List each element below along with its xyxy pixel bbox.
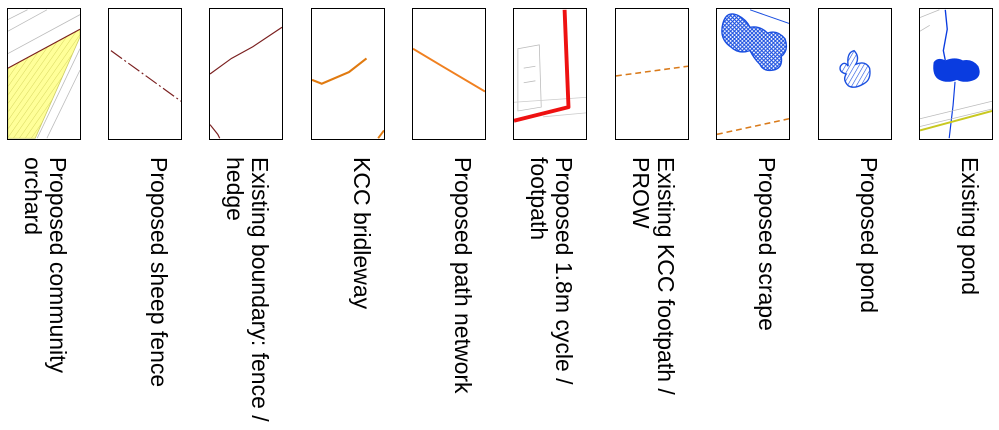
label-proposed-pond: Proposed pond <box>856 157 882 314</box>
scrape-swatch <box>716 8 790 140</box>
label-path-network: Proposed path network <box>450 157 476 394</box>
cycle-footpath-swatch <box>513 8 587 140</box>
path-network-swatch <box>412 8 486 140</box>
legend-item-kcc-footpath: Existing KCC footpath / PROW <box>608 0 708 430</box>
legend-item-path-network: Proposed path network <box>405 0 505 430</box>
legend-item-existing-boundary: Existing boundary: fence / hedge <box>202 0 302 430</box>
legend-item-sheep-fence: Proposed sheep fence <box>101 0 201 430</box>
kcc-bridleway-swatch <box>311 8 385 140</box>
legend-item-community-orchard: Proposed community orchard <box>0 0 100 430</box>
label-community-orchard: Proposed community orchard <box>20 157 71 374</box>
label-sheep-fence: Proposed sheep fence <box>146 157 172 388</box>
sheep-fence-swatch <box>108 8 182 140</box>
legend-item-kcc-bridleway: KCC bridleway <box>304 0 404 430</box>
label-cycle-footpath: Proposed 1.8m cycle / footpath <box>526 157 577 385</box>
kcc-footpath-swatch <box>615 8 689 140</box>
label-kcc-footpath: Existing KCC footpath / PROW <box>628 157 679 395</box>
proposed-pond-swatch <box>818 8 892 140</box>
legend-item-cycle-footpath: Proposed 1.8m cycle / footpath <box>506 0 606 430</box>
existing-boundary-swatch <box>209 8 283 140</box>
legend-item-proposed-pond: Proposed pond <box>811 0 911 430</box>
orchard-swatch <box>7 8 81 140</box>
label-kcc-bridleway: KCC bridleway <box>349 157 375 310</box>
label-existing-boundary: Existing boundary: fence / hedge <box>222 157 273 422</box>
legend-item-existing-pond: Existing pond <box>912 0 999 430</box>
label-scrape: Proposed scrape <box>754 157 780 331</box>
label-existing-pond: Existing pond <box>957 157 983 296</box>
legend-item-scrape: Proposed scrape <box>709 0 809 430</box>
existing-pond-swatch <box>919 8 993 140</box>
